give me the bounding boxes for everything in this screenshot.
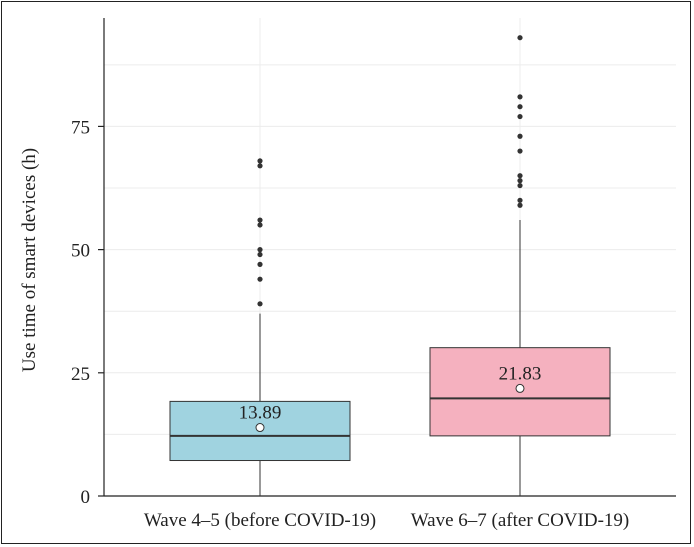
y-axis-label: Use time of smart devices (h) bbox=[19, 148, 40, 372]
outlier-point bbox=[257, 158, 263, 164]
mean-marker bbox=[255, 423, 265, 433]
outlier-point bbox=[517, 104, 523, 110]
outlier-point bbox=[517, 35, 523, 41]
box-group: 21.83 bbox=[429, 35, 611, 496]
mean-label: 13.89 bbox=[239, 403, 282, 424]
mean-marker bbox=[515, 383, 525, 393]
category-label: Wave 6–7 (after COVID-19) bbox=[411, 510, 629, 531]
x-labels: Wave 4–5 (before COVID-19) Wave 6–7 (afte… bbox=[144, 510, 629, 531]
outlier-point bbox=[517, 202, 523, 208]
axes bbox=[103, 18, 676, 497]
outlier-point bbox=[517, 182, 523, 189]
category-label: Wave 4–5 (before COVID-19) bbox=[144, 510, 376, 531]
outlier-point bbox=[517, 178, 523, 184]
y-ticks: 0 25 50 75 bbox=[71, 117, 104, 508]
y-tick-label: 50 bbox=[71, 241, 90, 262]
boxes: 13.89 21.83 bbox=[169, 35, 611, 496]
outlier-point bbox=[517, 173, 523, 179]
outlier-point bbox=[517, 148, 523, 154]
outlier-point bbox=[257, 163, 263, 169]
outlier-point bbox=[257, 217, 263, 223]
box-group: 13.89 bbox=[169, 158, 351, 496]
y-tick-label: 25 bbox=[71, 364, 90, 385]
outlier-point bbox=[257, 276, 263, 282]
outlier-point bbox=[517, 197, 523, 203]
outlier-point bbox=[517, 113, 523, 120]
outlier-point bbox=[257, 301, 263, 307]
y-tick-label: 75 bbox=[71, 117, 90, 138]
outlier-point bbox=[257, 251, 263, 258]
mean-label: 21.83 bbox=[499, 363, 542, 384]
outlier-point bbox=[257, 247, 263, 253]
outlier-point bbox=[257, 261, 263, 267]
outlier-point bbox=[517, 94, 523, 100]
outlier-point bbox=[257, 222, 263, 228]
y-tick-label: 0 bbox=[81, 487, 91, 508]
outlier-point bbox=[517, 133, 523, 139]
